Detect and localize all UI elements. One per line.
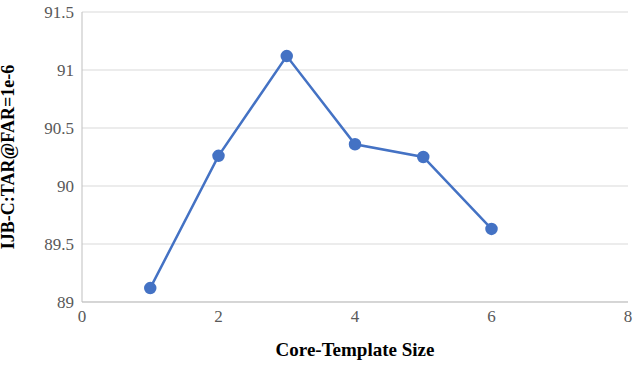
svg-text:90: 90 <box>57 177 74 196</box>
svg-text:0: 0 <box>78 307 87 326</box>
svg-text:IJB-C:TAR@FAR=1e-6: IJB-C:TAR@FAR=1e-6 <box>8 65 18 249</box>
svg-text:Core-Template Size: Core-Template Size <box>276 339 435 360</box>
svg-text:91: 91 <box>57 61 74 80</box>
svg-text:4: 4 <box>351 307 360 326</box>
svg-text:89.5: 89.5 <box>44 235 74 254</box>
svg-text:90.5: 90.5 <box>44 119 74 138</box>
svg-text:6: 6 <box>487 307 496 326</box>
svg-text:8: 8 <box>624 307 630 326</box>
svg-text:89: 89 <box>57 293 74 312</box>
svg-text:2: 2 <box>214 307 223 326</box>
svg-text:91.5: 91.5 <box>44 3 74 22</box>
